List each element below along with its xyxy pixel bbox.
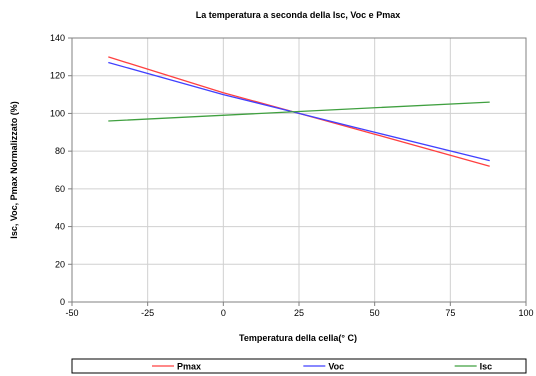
plot-area-border: [71, 37, 527, 303]
x-tick-label: 100: [518, 308, 533, 318]
x-tick-labels: -50 -25 0 25 50 75 100: [65, 308, 533, 318]
legend-items: Pmax Voc Isc: [152, 362, 492, 372]
y-tick-labels: 0 20 40 60 80 100 120 140: [50, 33, 65, 307]
x-tick-label: -25: [141, 308, 154, 318]
series-lines: [108, 56, 490, 167]
x-tick-label: -50: [65, 308, 78, 318]
y-tick-label: 40: [55, 222, 65, 232]
y-tick-label: 60: [55, 184, 65, 194]
legend: Pmax Voc Isc: [71, 358, 527, 374]
x-tick-label: 75: [445, 308, 455, 318]
legend-label-pmax: Pmax: [177, 362, 201, 372]
x-axis-title: Temperatura della cella(° C): [239, 333, 357, 343]
x-tick-label: 0: [221, 308, 226, 318]
y-tick-label: 80: [55, 146, 65, 156]
y-tick-label: 120: [50, 71, 65, 81]
chart-title: La temperatura a seconda della Isc, Voc …: [196, 10, 400, 20]
y-tick-label: 0: [60, 297, 65, 307]
series-line-voc: [108, 61, 490, 162]
y-axis-title: Isc, Voc, Pmax Normalizzato (%): [9, 101, 19, 238]
series-line-isc: [108, 101, 490, 122]
x-tick-label: 25: [294, 308, 304, 318]
legend-box: [71, 358, 527, 374]
y-tick-label: 20: [55, 259, 65, 269]
legend-label-voc: Voc: [328, 362, 344, 372]
y-tick-label: 140: [50, 33, 65, 43]
y-tick-label: 100: [50, 108, 65, 118]
legend-label-isc: Isc: [480, 362, 493, 372]
grid: [68, 37, 527, 306]
x-tick-label: 50: [370, 308, 380, 318]
